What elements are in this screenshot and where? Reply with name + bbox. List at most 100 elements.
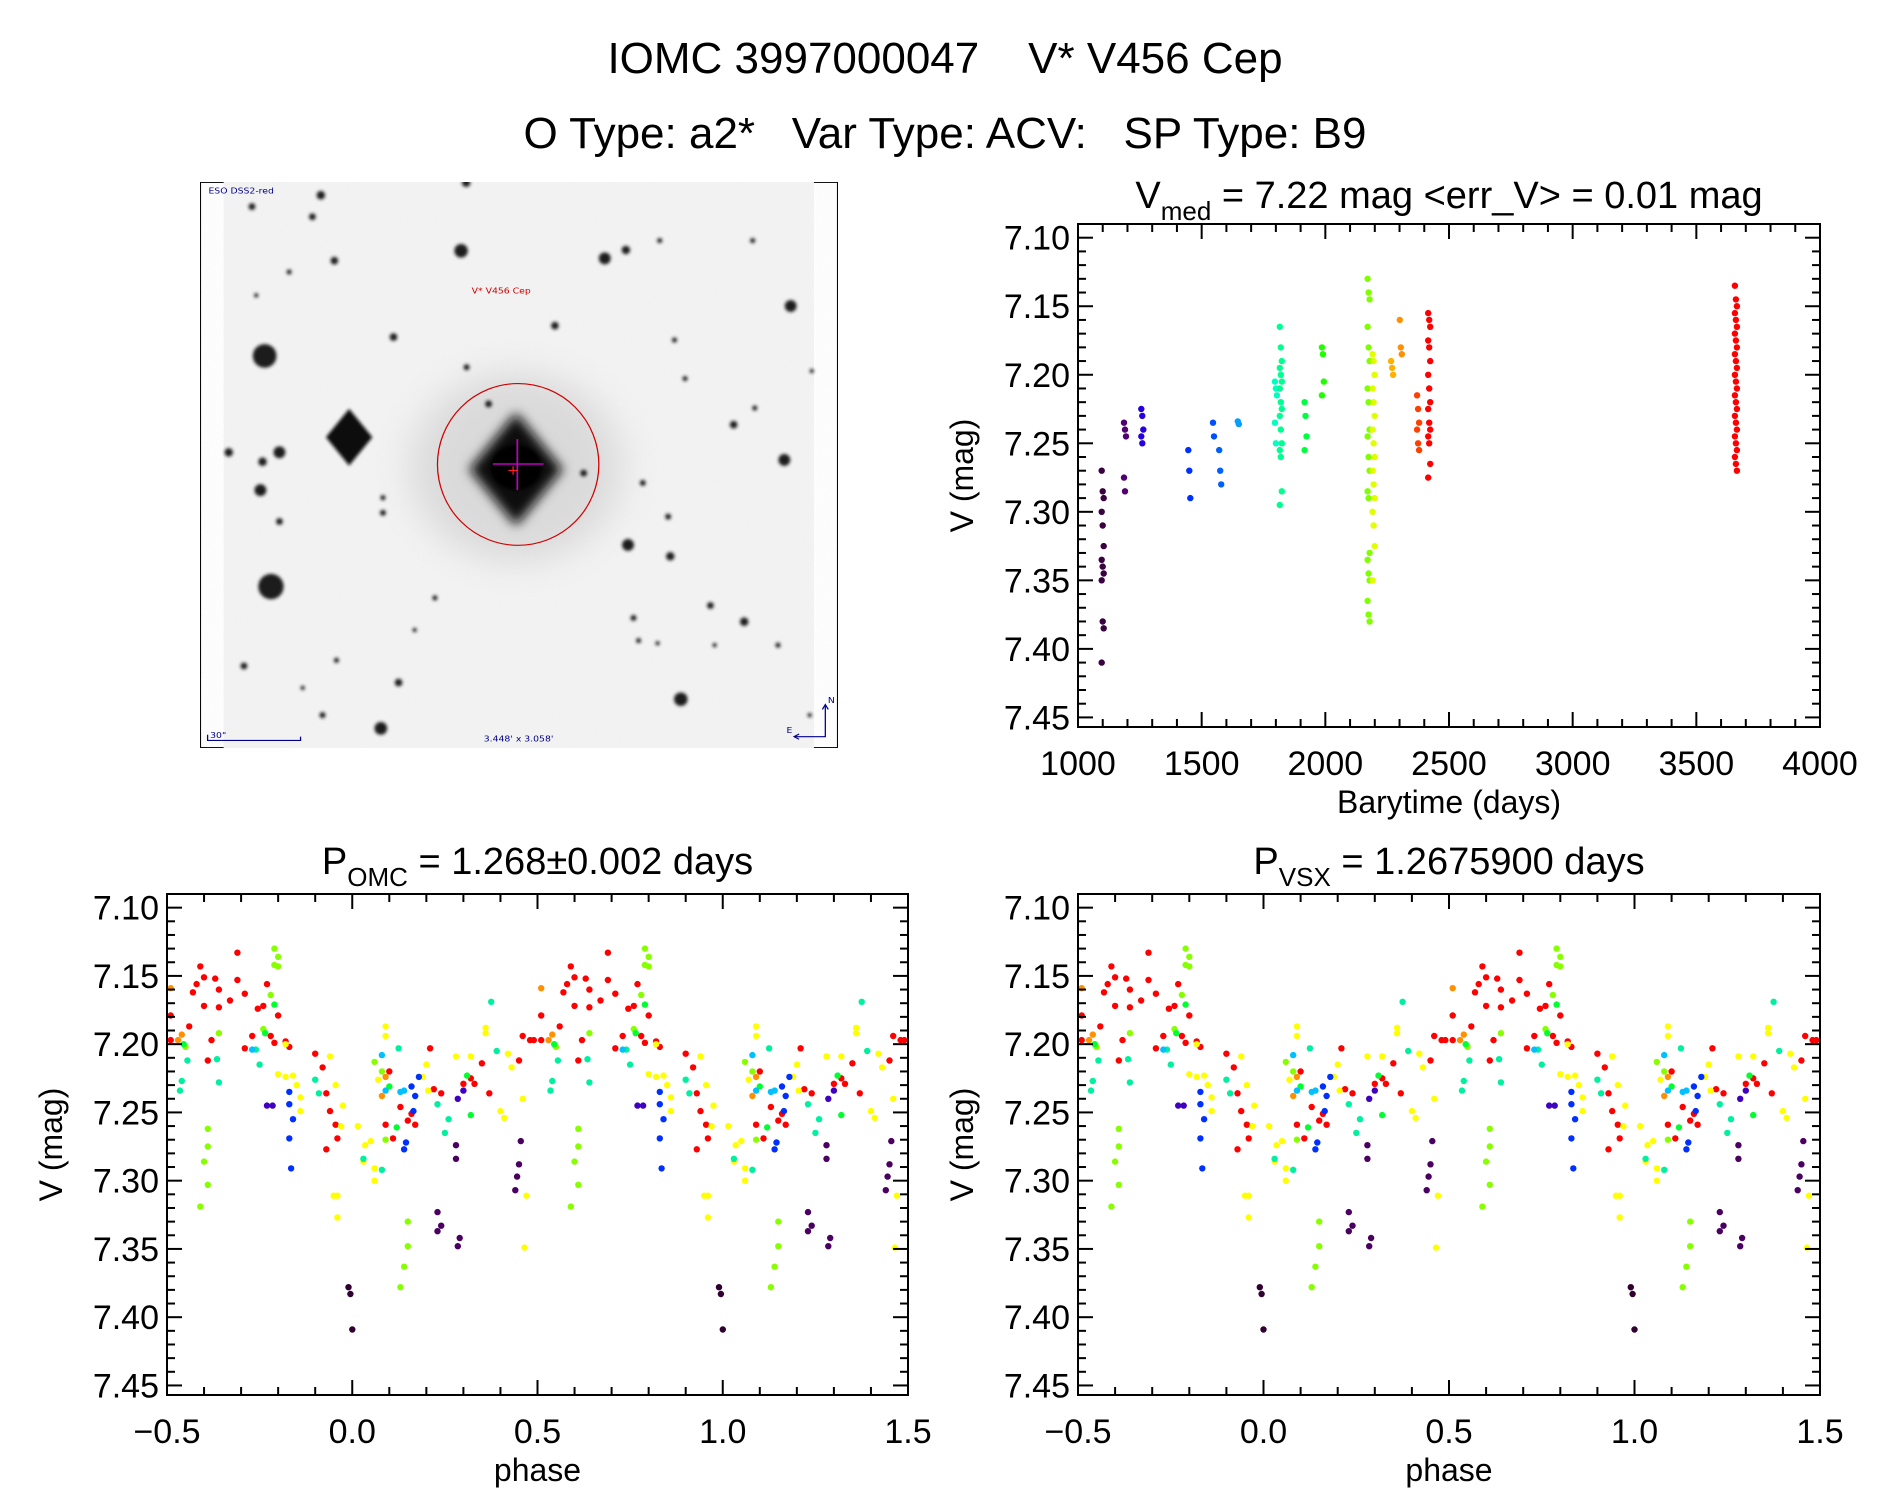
axis-ticks [1077,893,1821,1395]
data-point [1672,1135,1679,1142]
data-point [1605,1090,1612,1097]
data-point [445,1116,452,1123]
data-point [1282,1058,1290,1066]
data-point [256,1061,263,1068]
data-point [560,989,567,996]
data-point [1371,494,1378,502]
data-point [438,1222,445,1229]
data-point [547,1087,554,1094]
data-point [362,1142,369,1149]
data-point [467,1111,474,1119]
data-point [269,1102,276,1109]
data-point [1571,1116,1579,1123]
data-point [1531,1046,1538,1053]
data-point [804,1101,812,1108]
data-point [1365,289,1372,296]
data-point [1657,1076,1664,1083]
data-point [1140,426,1147,433]
data-point [702,1081,710,1089]
data-point [1536,1005,1544,1012]
survey-label: ESO DSS2-red [208,187,273,196]
data-point [549,1031,556,1038]
data-point [578,1036,586,1044]
data-point [1308,1284,1315,1291]
data-point [1508,997,1516,1004]
data-point [1175,980,1182,988]
data-point [1434,1192,1442,1199]
data-point [1108,1203,1115,1210]
data-point [1594,1076,1601,1083]
data-point [1290,1051,1297,1059]
data-point [1276,501,1284,509]
data-point [1180,1102,1187,1109]
data-point [1557,953,1564,960]
data-point [1497,1004,1505,1011]
data-point [1312,1263,1319,1270]
data-point [730,1155,738,1163]
data-point [1679,1103,1686,1111]
data-point [597,997,604,1004]
data-point [1653,1165,1661,1172]
data-point [404,1117,411,1124]
data-point [1764,1024,1772,1032]
data-point [1319,1083,1327,1090]
data-point [693,1090,700,1097]
data-point [1234,1090,1241,1097]
data-point [1753,1080,1761,1088]
data-point [745,1076,752,1083]
star [316,190,326,200]
y-tick-label: 7.15 [93,958,159,996]
data-point [1731,392,1739,399]
data-point [1479,963,1486,970]
data-point [704,1192,712,1199]
data-point [682,1050,689,1057]
data-point [849,1060,856,1067]
star [374,721,388,735]
y-tick-label: 7.20 [93,1026,159,1064]
data-point [215,1030,223,1037]
data-point [725,1122,732,1130]
data-point [1664,1073,1672,1081]
data-point [1609,1107,1616,1115]
data-point [204,1057,211,1064]
data-point [749,1068,756,1075]
data-point [719,1326,726,1333]
data-point [1551,1102,1558,1109]
star [330,256,339,265]
data-point [1423,1187,1430,1194]
chart-1: POMC = 1.268±0.002 days 7.10 7.15 7.20 7.25 7… [33,841,932,1488]
y-tick-label: 7.30 [1004,494,1070,532]
data-point [1276,446,1284,454]
data-point [1208,1094,1215,1101]
data-point [1382,1080,1390,1088]
chart-title-main: P [322,841,347,883]
y-tick-label: 7.25 [1004,1094,1070,1132]
data-point [741,1058,749,1066]
y-tick-label: 7.20 [1004,357,1070,395]
data-point [454,1243,461,1250]
data-point [1427,399,1434,406]
data-point [667,1107,675,1115]
data-point [1137,997,1145,1004]
plot-frame [1077,223,1821,728]
data-point [686,1090,693,1097]
data-point [1798,1161,1805,1168]
data-point [1245,1135,1252,1142]
data-point [1371,542,1378,550]
data-point [767,1284,775,1291]
data-point [1661,1068,1668,1075]
data-point [1293,1073,1301,1081]
data-point [1642,1155,1649,1163]
data-point [1182,945,1189,952]
y-tick-label: 7.35 [93,1231,159,1269]
data-point [1251,1102,1258,1109]
data-point [575,1143,582,1150]
data-point [1276,412,1284,420]
data-point [1152,990,1160,997]
data-point [767,1103,775,1111]
data-point [271,945,278,952]
data-point [1737,1243,1744,1250]
data-point [1653,1177,1661,1184]
data-point [1687,1243,1694,1250]
data-point [823,1155,830,1163]
